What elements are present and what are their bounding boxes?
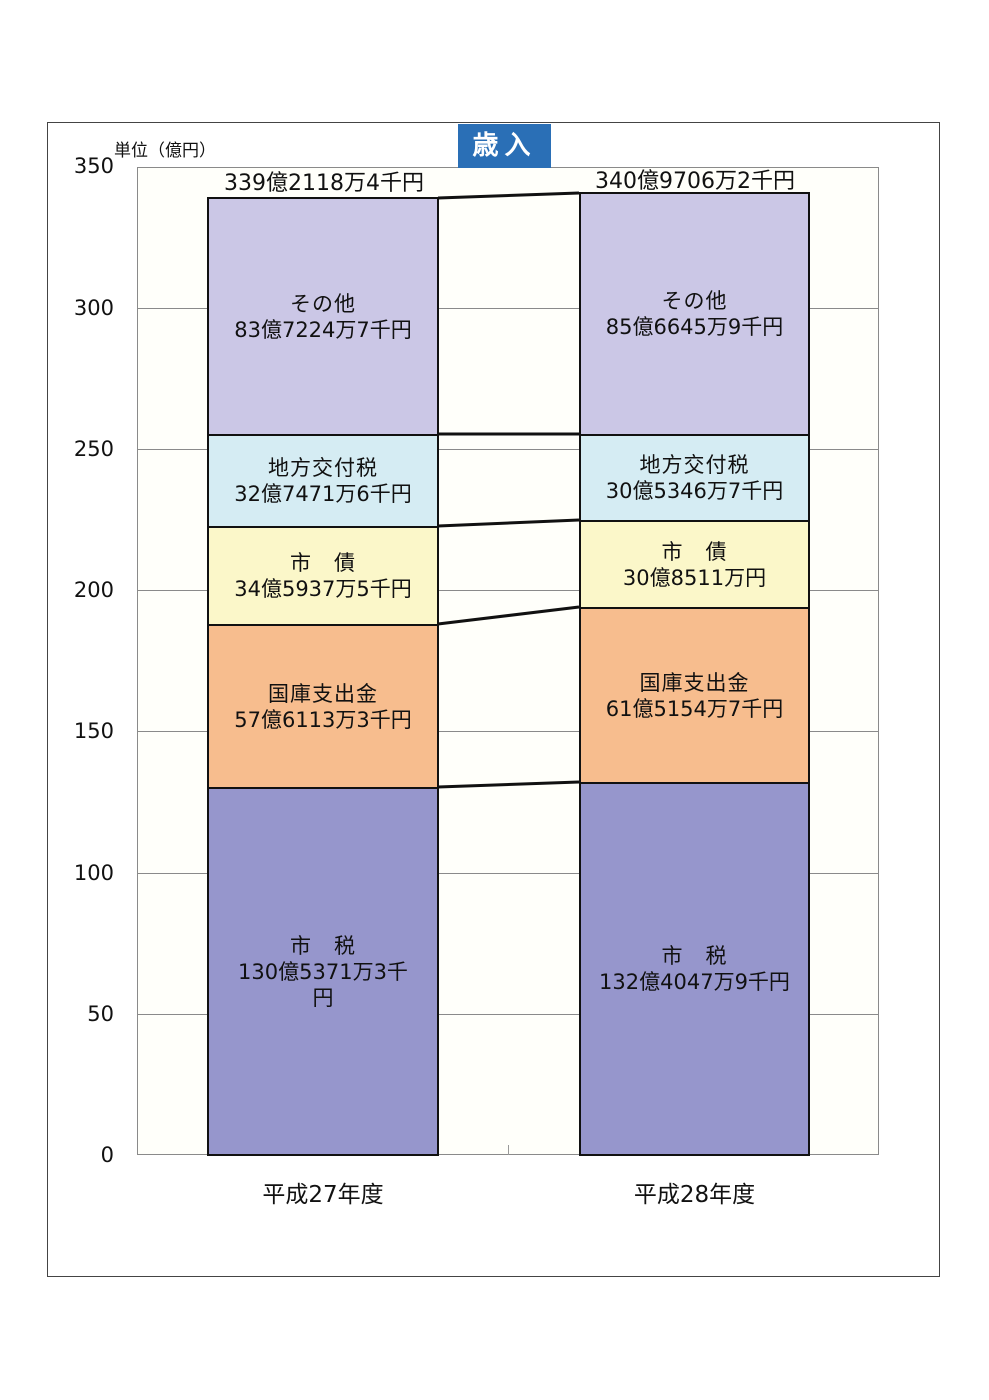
segment-name: 国庫支出金 xyxy=(268,681,378,706)
gridline-100 xyxy=(137,873,879,874)
segment-value: 83億7224万7千円 xyxy=(234,317,412,342)
segment-value: 34億5937万5千円 xyxy=(234,577,412,601)
segment-value: 32億7471万6千円 xyxy=(234,482,412,506)
bar2-segment-national-subsidies: 国庫支出金 61億5154万7千円 xyxy=(579,607,810,784)
segment-name: 地方交付税 xyxy=(268,456,378,480)
segment-name: その他 xyxy=(290,291,356,316)
x-label-h28: 平成28年度 xyxy=(633,1182,756,1208)
gridline-150 xyxy=(137,731,879,732)
x-axis-midtick xyxy=(508,1145,509,1155)
ytick-0: 0 xyxy=(100,1143,114,1167)
bar1-segment-municipal-bonds: 市 債 34億5937万5千円 xyxy=(207,526,439,626)
ytick-200: 200 xyxy=(73,578,114,602)
segment-name: 地方交付税 xyxy=(639,453,750,477)
segment-name: 市 税 xyxy=(661,944,728,968)
ytick-50: 50 xyxy=(87,1002,114,1026)
gridline-200 xyxy=(137,590,879,591)
unit-label: 単位（億円） xyxy=(114,141,216,161)
segment-value: 57億6113万3千円 xyxy=(234,707,412,732)
ytick-350: 350 xyxy=(73,154,114,178)
chart-title: 歳入 xyxy=(458,124,551,168)
segment-name: 市 税 xyxy=(290,933,356,958)
segment-value: 30億8511万円 xyxy=(622,565,767,590)
bar1-total-label: 339億2118万4千円 xyxy=(224,171,424,196)
bar2-total-label: 340億9706万2千円 xyxy=(595,169,795,194)
bar1-segment-local-allocation-tax: 地方交付税 32億7471万6千円 xyxy=(207,434,439,528)
bar1-segment-other: その他 83億7224万7千円 xyxy=(207,197,439,436)
ytick-100: 100 xyxy=(73,861,114,885)
bar2-segment-city-tax: 市 税 132億4047万9千円 xyxy=(579,782,810,1156)
bar2-segment-local-allocation-tax: 地方交付税 30億5346万7千円 xyxy=(579,434,810,522)
segment-name: その他 xyxy=(661,289,728,313)
bar2-segment-municipal-bonds: 市 債 30億8511万円 xyxy=(579,520,810,609)
segment-value: 30億5346万7千円 xyxy=(605,479,784,503)
ytick-250: 250 xyxy=(73,437,114,461)
gridline-250 xyxy=(137,449,879,450)
x-label-h27: 平成27年度 xyxy=(262,1182,384,1208)
segment-name: 市 債 xyxy=(290,551,356,575)
gridline-50 xyxy=(137,1014,879,1015)
segment-value: 130億5371万3千円 xyxy=(238,959,408,1010)
bar2-segment-other: その他 85億6645万9千円 xyxy=(579,192,810,436)
segment-value: 132億4047万9千円 xyxy=(599,970,790,994)
ytick-150: 150 xyxy=(73,719,114,743)
ytick-300: 300 xyxy=(73,296,114,320)
bar1-segment-national-subsidies: 国庫支出金 57億6113万3千円 xyxy=(207,624,439,789)
segment-name: 市 債 xyxy=(661,539,728,564)
segment-name: 国庫支出金 xyxy=(639,670,750,695)
bar1-segment-city-tax: 市 税 130億5371万3千円 xyxy=(207,787,439,1156)
gridline-300 xyxy=(137,308,879,309)
segment-value: 85億6645万9千円 xyxy=(605,315,784,339)
segment-value: 61億5154万7千円 xyxy=(605,696,784,721)
